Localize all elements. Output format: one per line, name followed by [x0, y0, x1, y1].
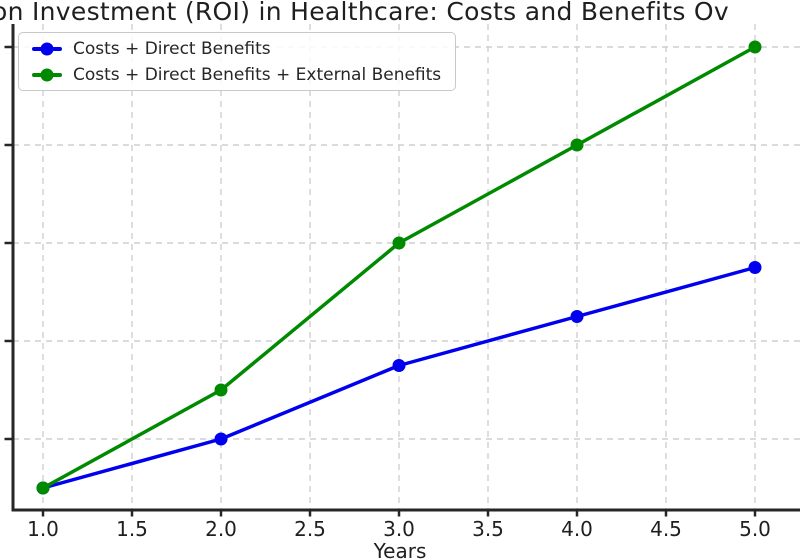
legend-line-marker-icon — [32, 68, 62, 82]
legend-entry-label: Costs + Direct Benefits — [73, 39, 271, 59]
data-point — [570, 310, 584, 323]
legend-dot-icon — [40, 42, 54, 56]
legend-entry-label: Costs + Direct Benefits + External Benef… — [73, 65, 442, 85]
data-point — [392, 359, 406, 372]
legend-entry: Costs + Direct Benefits + External Benef… — [32, 62, 455, 88]
x-axis-label: Years — [373, 539, 427, 560]
x-tick-label: 1.0 — [27, 517, 59, 541]
data-point — [214, 383, 228, 397]
data-point — [392, 236, 406, 250]
x-tick-label: 5.0 — [739, 517, 771, 541]
legend-dot-icon — [40, 68, 54, 82]
data-point — [36, 481, 50, 495]
x-tick-label: 4.5 — [650, 517, 682, 541]
data-point — [570, 138, 584, 152]
x-tick-label: 2.5 — [294, 517, 326, 541]
legend-line-marker-icon — [32, 42, 62, 56]
x-tick-label: 4.0 — [561, 517, 593, 541]
x-tick-label: 2.0 — [205, 517, 237, 541]
chart-title: on Investment (ROI) in Healthcare: Costs… — [0, 0, 729, 26]
data-point — [748, 40, 762, 54]
x-tick-label: 3.0 — [383, 517, 415, 541]
legend: Costs + Direct Benefits Costs + Direct B… — [18, 32, 456, 91]
data-point — [214, 432, 228, 446]
data-point — [748, 261, 762, 274]
x-tick-label: 1.5 — [116, 517, 148, 541]
legend-entry: Costs + Direct Benefits — [32, 36, 455, 62]
x-tick-label: 3.5 — [472, 517, 504, 541]
